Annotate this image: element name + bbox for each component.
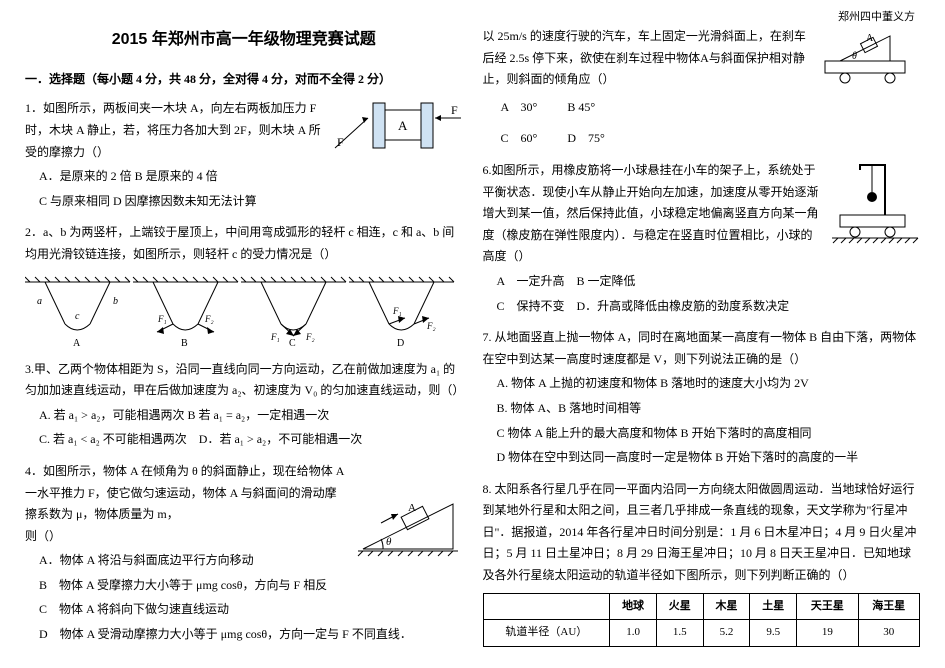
q7-opt-a: A. 物体 A 上抛的初速度和物体 B 落地时的速度大小均为 2V xyxy=(497,373,921,395)
th-neptune: 海王星 xyxy=(858,593,919,620)
figure-rods-icon: a b c A F₁ F₂ B xyxy=(25,274,463,349)
opt-A: A xyxy=(73,338,81,349)
question-3: 3.甲、乙两个物体相距为 S，沿同一直线向同一方向运动，乙在前做加速度为 a₁ … xyxy=(25,359,463,451)
incline-theta: θ xyxy=(386,536,392,548)
q6-opt-a: A 一定升高 B 一定降低 xyxy=(497,271,921,293)
th-blank xyxy=(483,593,610,620)
opt-B: B xyxy=(181,338,188,349)
question-4: A θ 4．如图所示，物体 A 在倾角为 θ 的斜面静止，现在给物体 A 一水平… xyxy=(25,461,463,646)
q4-opt-d: D 物体 A 受滑动摩擦力大小等于 μmg cosθ，方向一定与 F 不同直线． xyxy=(39,624,463,646)
row-label: 轨道半径（AU） xyxy=(483,620,610,647)
figure-cart-ball-icon xyxy=(830,160,920,253)
q4-opt-b: B 物体 A 受摩擦力大小等于 μmg cosθ，方向与 F 相反 xyxy=(39,575,463,597)
f2-c: F₂ xyxy=(305,332,315,342)
f1-d: F₁ xyxy=(392,306,402,316)
q5-c: C 60° xyxy=(501,128,538,150)
cell-earth: 1.0 xyxy=(610,620,657,647)
question-6: 6.如图所示，用橡皮筋将一小球悬挂在小车的架子上，系统处于平衡状态．现使小车从静… xyxy=(483,160,921,317)
f2-b: F₂ xyxy=(204,314,214,324)
table-data-row: 轨道半径（AU） 1.0 1.5 5.2 9.5 19 30 xyxy=(483,620,920,647)
q3-text: 3.甲、乙两个物体相距为 S，沿同一直线向同一方向运动，乙在前做加速度为 a₁ … xyxy=(25,359,463,402)
header-right: 郑州四中董义方 xyxy=(838,8,915,28)
th-saturn: 土星 xyxy=(750,593,797,620)
question-1: F A F 1．如图所示，两板间夹一木块 A，向左右两板加压力 F 时，木块 A… xyxy=(25,98,463,212)
rod-c: c xyxy=(75,311,80,322)
label-F-right: F xyxy=(451,103,458,117)
q4-opt-c: C 物体 A 将斜向下做匀速直线运动 xyxy=(39,599,463,621)
q7-opt-c: C 物体 A 能上升的最大高度和物体 B 开始下落时的高度相同 xyxy=(497,423,921,445)
q2-text: 2．a、b 为两竖杆，上端铰于屋顶上，中间用弯成弧形的轻杆 c 相连，c 和 a… xyxy=(25,222,463,265)
left-column: 2015 年郑州市高一年级物理竞赛试题 一．选择题（每小题 4 分，共 48 分… xyxy=(25,26,463,657)
figure-incline-icon: A θ xyxy=(353,489,463,559)
label-A-block: A xyxy=(398,118,408,133)
cell-neptune: 30 xyxy=(858,620,919,647)
car-A: A xyxy=(866,33,874,44)
cell-uranus: 19 xyxy=(797,620,858,647)
question-2: 2．a、b 为两竖杆，上端铰于屋顶上，中间用弯成弧形的轻杆 c 相连，c 和 a… xyxy=(25,222,463,348)
q8-text: 8. 太阳系各行星几乎在同一平面内沿同一方向绕太阳做圆周运动．当地球恰好运行到某… xyxy=(483,479,921,587)
q1-opt-ab: A．是原来的 2 倍 B 是原来的 4 倍 xyxy=(39,166,463,188)
exam-title: 2015 年郑州市高一年级物理竞赛试题 xyxy=(25,26,463,55)
planet-table: 地球 火星 木星 土星 天王星 海王星 轨道半径（AU） 1.0 1.5 5.2… xyxy=(483,593,921,648)
figure-car-incline-icon: A θ xyxy=(820,26,920,94)
q5-options-2: C 60° D 75° xyxy=(501,128,921,150)
question-7: 7. 从地面竖直上抛一物体 A，同时在离地面某一高度有一物体 B 自由下落，两物… xyxy=(483,327,921,469)
label-F-left: F xyxy=(337,135,344,149)
question-8: 8. 太阳系各行星几乎在同一平面内沿同一方向绕太阳做圆周运动．当地球恰好运行到某… xyxy=(483,479,921,648)
rod-a: a xyxy=(37,296,42,307)
q3-opt-c: C. 若 a₁ < a₂ 不可能相遇两次 D．若 a₁ > a₂，不可能相遇一次 xyxy=(39,429,463,451)
th-earth: 地球 xyxy=(610,593,657,620)
q7-opt-b: B. 物体 A、B 落地时间相等 xyxy=(497,398,921,420)
opt-D: D xyxy=(397,338,404,349)
cell-saturn: 9.5 xyxy=(750,620,797,647)
th-uranus: 天王星 xyxy=(797,593,858,620)
q6-opt-c: C 保持不变 D．升高或降低由橡皮筋的劲度系数决定 xyxy=(497,296,921,318)
th-mars: 火星 xyxy=(656,593,703,620)
q7-opt-d: D 物体在空中到达同一高度时一定是物体 B 开始下落时的高度的一半 xyxy=(497,447,921,469)
cell-jupiter: 5.2 xyxy=(703,620,750,647)
q7-text: 7. 从地面竖直上抛一物体 A，同时在离地面某一高度有一物体 B 自由下落，两物… xyxy=(483,327,921,370)
rod-b: b xyxy=(113,296,118,307)
q5-b: B 45° xyxy=(567,97,595,119)
q5-options: A 30° B 45° xyxy=(501,97,815,119)
q5-a: A 30° xyxy=(501,97,538,119)
car-theta: θ xyxy=(852,51,857,62)
q3-opt-a: A. 若 a₁ > a₂，可能相遇两次 B 若 a₁ = a₂，一定相遇一次 xyxy=(39,405,463,427)
table-head-row: 地球 火星 木星 土星 天王星 海王星 xyxy=(483,593,920,620)
section-1-head: 一．选择题（每小题 4 分，共 48 分，全对得 4 分，对而不全得 2 分） xyxy=(25,69,463,91)
page-columns: 2015 年郑州市高一年级物理竞赛试题 一．选择题（每小题 4 分，共 48 分… xyxy=(25,26,920,657)
right-column: A θ 以 25m/s 的速度行驶的汽车，车上固定一光滑斜面上，在刹车后经 2.… xyxy=(483,26,921,657)
f1-b: F₁ xyxy=(157,314,167,324)
th-jupiter: 木星 xyxy=(703,593,750,620)
figure-clamps-icon: F A F xyxy=(333,98,463,158)
f2-d: F₂ xyxy=(426,321,436,331)
question-5: A θ 以 25m/s 的速度行驶的汽车，车上固定一光滑斜面上，在刹车后经 2.… xyxy=(483,26,921,150)
cell-mars: 1.5 xyxy=(656,620,703,647)
opt-C: C xyxy=(289,338,296,349)
f1-c: F₁ xyxy=(270,332,280,342)
incline-A: A xyxy=(408,502,416,514)
q1-opt-cd: C 与原来相同 D 因摩擦因数未知无法计算 xyxy=(39,191,463,213)
q5-d: D 75° xyxy=(567,128,604,150)
